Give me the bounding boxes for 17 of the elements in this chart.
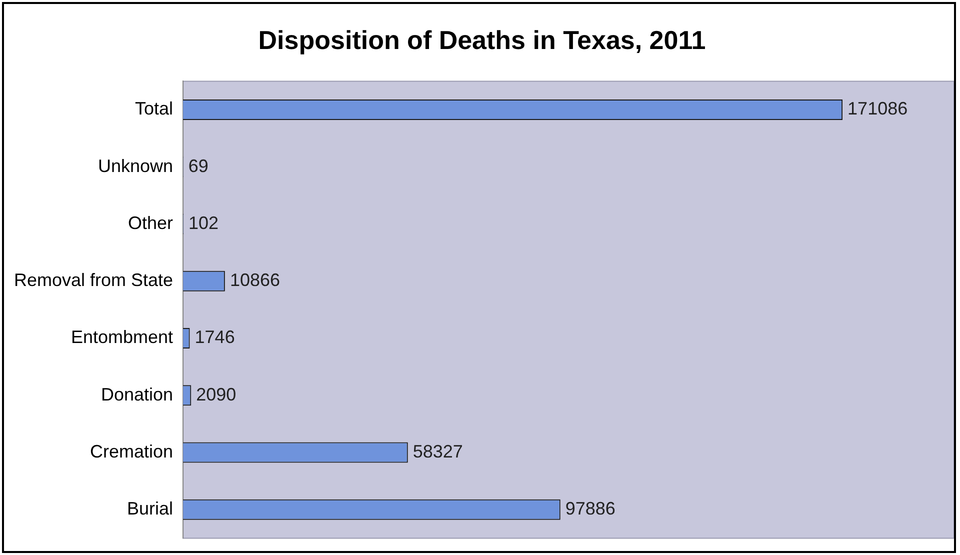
data-label: 10866	[230, 270, 280, 290]
data-label: 1746	[194, 327, 235, 348]
data-label: 171086	[848, 98, 908, 119]
data-label: 69	[188, 156, 208, 176]
y-tick-label: Unknown	[98, 156, 174, 176]
data-label: 97886	[565, 498, 616, 519]
y-tick-label: Cremation	[90, 441, 174, 462]
y-tick-label: Burial	[127, 498, 174, 519]
y-tick-label: Total	[135, 98, 174, 119]
y-tick-label: Removal from State	[14, 270, 174, 290]
y-tick-label: Donation	[100, 384, 174, 404]
chart-title: Disposition of Deaths in Texas, 2011	[258, 24, 706, 55]
y-tick-label: Other	[128, 212, 174, 233]
y-tick-label: Entombment	[70, 327, 174, 348]
data-label: 58327	[412, 441, 463, 462]
data-label: 2090	[196, 384, 236, 404]
data-label: 102	[188, 212, 218, 233]
